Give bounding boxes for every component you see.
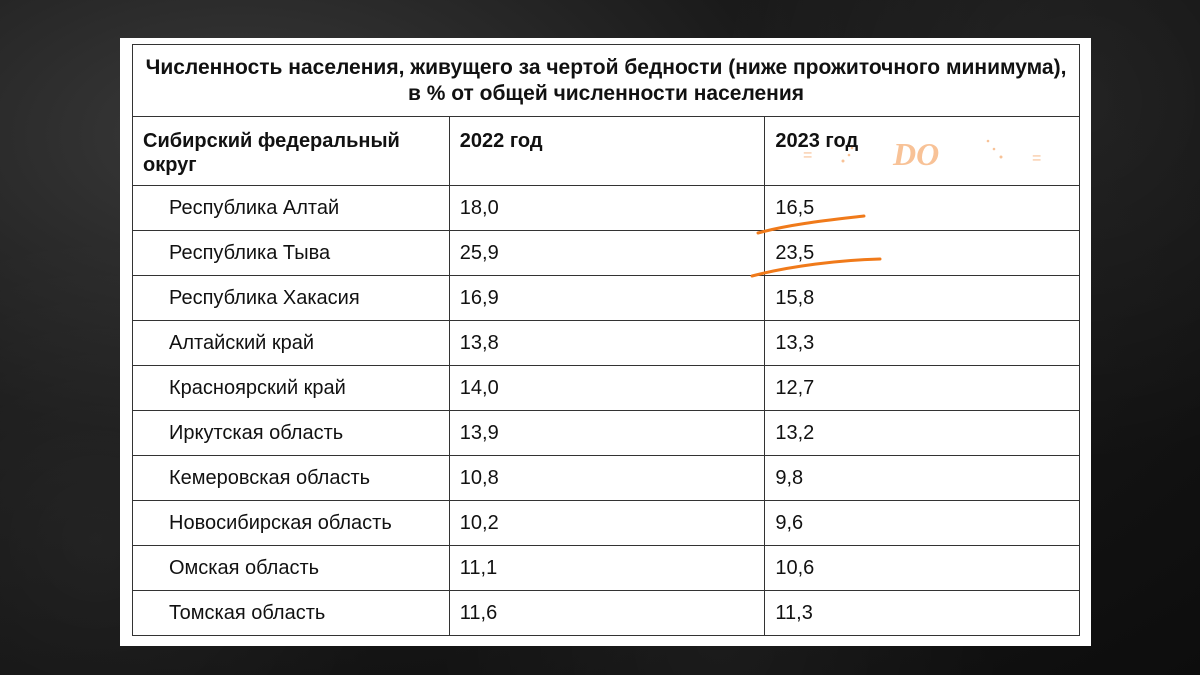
value-2023-cell: 12,7 <box>764 365 1080 411</box>
value-2022-cell: 10,2 <box>448 500 766 546</box>
title-row: Численность населения, живущего за черто… <box>132 44 1080 117</box>
table-row: Красноярский край 14,0 12,7 <box>132 365 1080 411</box>
value-2022-cell: 14,0 <box>448 365 766 411</box>
table-body: Республика Алтай 18,0 16,5 Республика Тыва 2… <box>132 185 1080 636</box>
value-2022-cell: 11,6 <box>448 590 766 636</box>
value-2023-cell: 10,6 <box>764 545 1080 591</box>
value-2023-cell: 15,8 <box>764 275 1080 321</box>
value-2023-cell: 13,2 <box>764 410 1080 456</box>
table-row: Кемеровская область 10,8 9,8 <box>132 455 1080 501</box>
document-card: Численность населения, живущего за черто… <box>120 38 1091 646</box>
column-header-2023-label: 2023 год <box>775 130 859 152</box>
table-row: Томская область 11,6 11,3 <box>132 590 1080 636</box>
table-row: Алтайский край 13,8 13,3 <box>132 320 1080 366</box>
value-2022-cell: 25,9 <box>448 230 766 276</box>
region-cell: Красноярский край <box>132 365 450 411</box>
region-cell: Алтайский край <box>132 320 450 366</box>
table-row: Новосибирская область 10,2 9,6 <box>132 500 1080 546</box>
value-2022-cell: 13,9 <box>448 410 766 456</box>
table-row: Республика Хакасия 16,9 15,8 <box>132 275 1080 321</box>
column-header-region: Сибирский федеральный округ <box>132 116 450 186</box>
region-cell: Республика Тыва <box>132 230 450 276</box>
column-header-region-label: Сибирский федеральный округ <box>143 130 400 176</box>
table-row: Иркутская область 13,9 13,2 <box>132 410 1080 456</box>
value-2022-cell: 13,8 <box>448 320 766 366</box>
region-cell: Республика Хакасия <box>132 275 450 321</box>
value-2023-cell: 23,5 <box>764 230 1080 276</box>
value-2023-cell: 9,8 <box>764 455 1080 501</box>
poverty-table: Численность населения, живущего за черто… <box>132 44 1080 636</box>
column-header-2022: 2022 год <box>448 116 766 186</box>
value-2022-cell: 18,0 <box>448 185 766 231</box>
region-cell: Томская область <box>132 590 450 636</box>
region-cell: Новосибирская область <box>132 500 450 546</box>
column-header-2023: 2023 год <box>764 116 1080 186</box>
column-header-2022-label: 2022 год <box>459 130 543 152</box>
region-cell: Омская область <box>132 545 450 591</box>
value-2023-cell: 11,3 <box>764 590 1080 636</box>
table-row: Республика Алтай 18,0 16,5 <box>132 185 1080 231</box>
region-cell: Иркутская область <box>132 410 450 456</box>
value-2023-cell: 16,5 <box>764 185 1080 231</box>
table-row: Республика Тыва 25,9 23,5 <box>132 230 1080 276</box>
table-title: Численность населения, живущего за черто… <box>132 44 1080 117</box>
region-cell: Республика Алтай <box>132 185 450 231</box>
value-2022-cell: 10,8 <box>448 455 766 501</box>
header-row: Сибирский федеральный округ 2022 год 202… <box>132 116 1080 186</box>
value-2022-cell: 11,1 <box>448 545 766 591</box>
table-row: Омская область 11,1 10,6 <box>132 545 1080 591</box>
region-cell: Кемеровская область <box>132 455 450 501</box>
value-2023-cell: 9,6 <box>764 500 1080 546</box>
value-2022-cell: 16,9 <box>448 275 766 321</box>
value-2023-cell: 13,3 <box>764 320 1080 366</box>
